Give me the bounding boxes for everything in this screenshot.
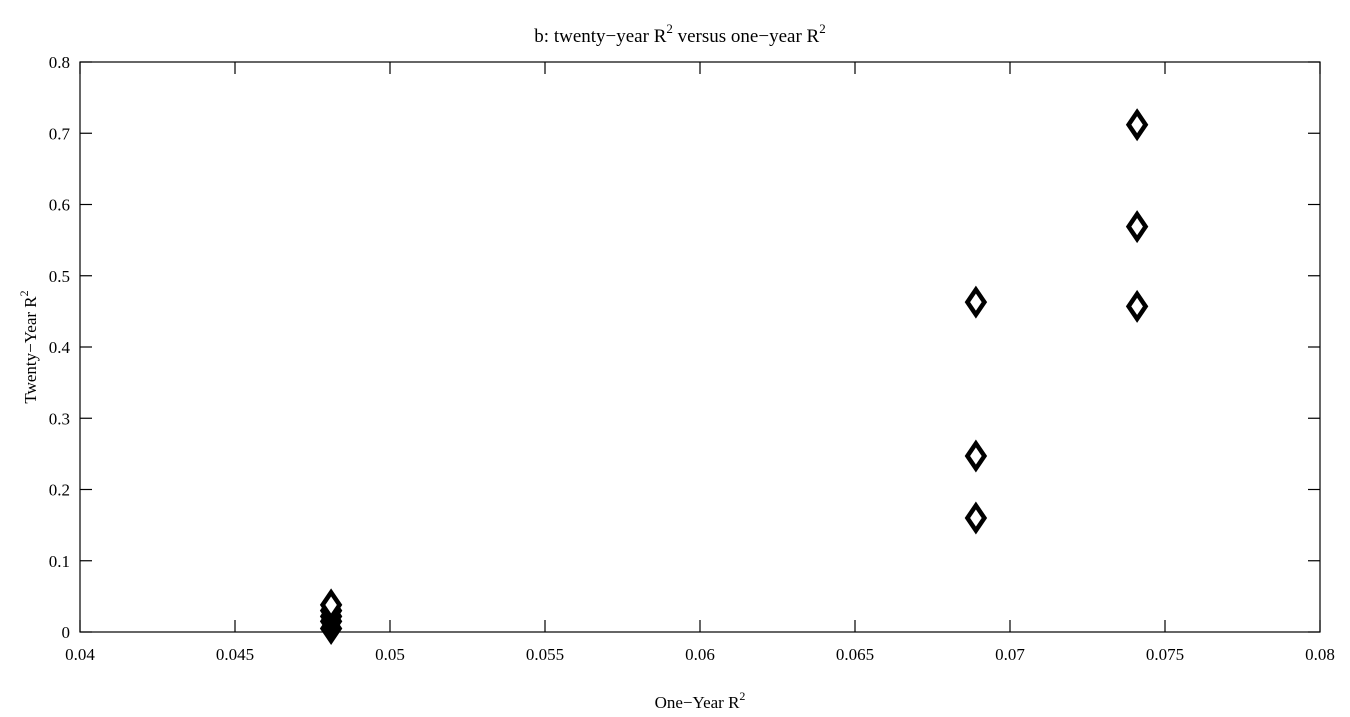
data-point [964,285,988,319]
data-point [964,501,988,535]
data-point [1125,289,1149,323]
x-tick-label: 0.06 [685,645,715,664]
x-tick-label: 0.065 [836,645,874,664]
y-tick-label: 0.2 [49,481,70,500]
y-tick-label: 0 [62,623,71,642]
y-tick-label: 0.8 [49,53,70,72]
y-tick-label: 0.1 [49,552,70,571]
chart-title: b: twenty−year R2 versus one−year R2 [534,21,825,47]
y-tick-label: 0.5 [49,267,70,286]
y-axis: 0 0.1 0.2 0.3 0.4 0.5 0.6 0.7 0.8 [49,53,1320,642]
y-tick-label: 0.6 [49,196,70,215]
x-tick-label: 0.08 [1305,645,1335,664]
x-axis: 0.04 0.045 0.05 0.055 0.06 0.065 0.07 0.075 0.08 [65,62,1335,664]
x-tick-label: 0.05 [375,645,405,664]
y-tick-label: 0.7 [49,124,71,143]
y-tick-label: 0.3 [49,409,70,428]
x-tick-label: 0.055 [526,645,564,664]
x-tick-label: 0.07 [995,645,1025,664]
x-tick-label: 0.045 [216,645,254,664]
data-points [319,108,1149,645]
data-point [1125,108,1149,142]
data-point [1125,210,1149,244]
x-axis-title: One−Year R2 [655,689,746,712]
plot-area-frame [79,61,1321,633]
y-axis-title: Twenty−Year R2 [17,290,40,403]
x-tick-label: 0.075 [1146,645,1184,664]
data-point [319,588,343,622]
y-tick-label: 0.4 [49,338,71,357]
data-point [964,439,988,473]
x-tick-label: 0.04 [65,645,95,664]
